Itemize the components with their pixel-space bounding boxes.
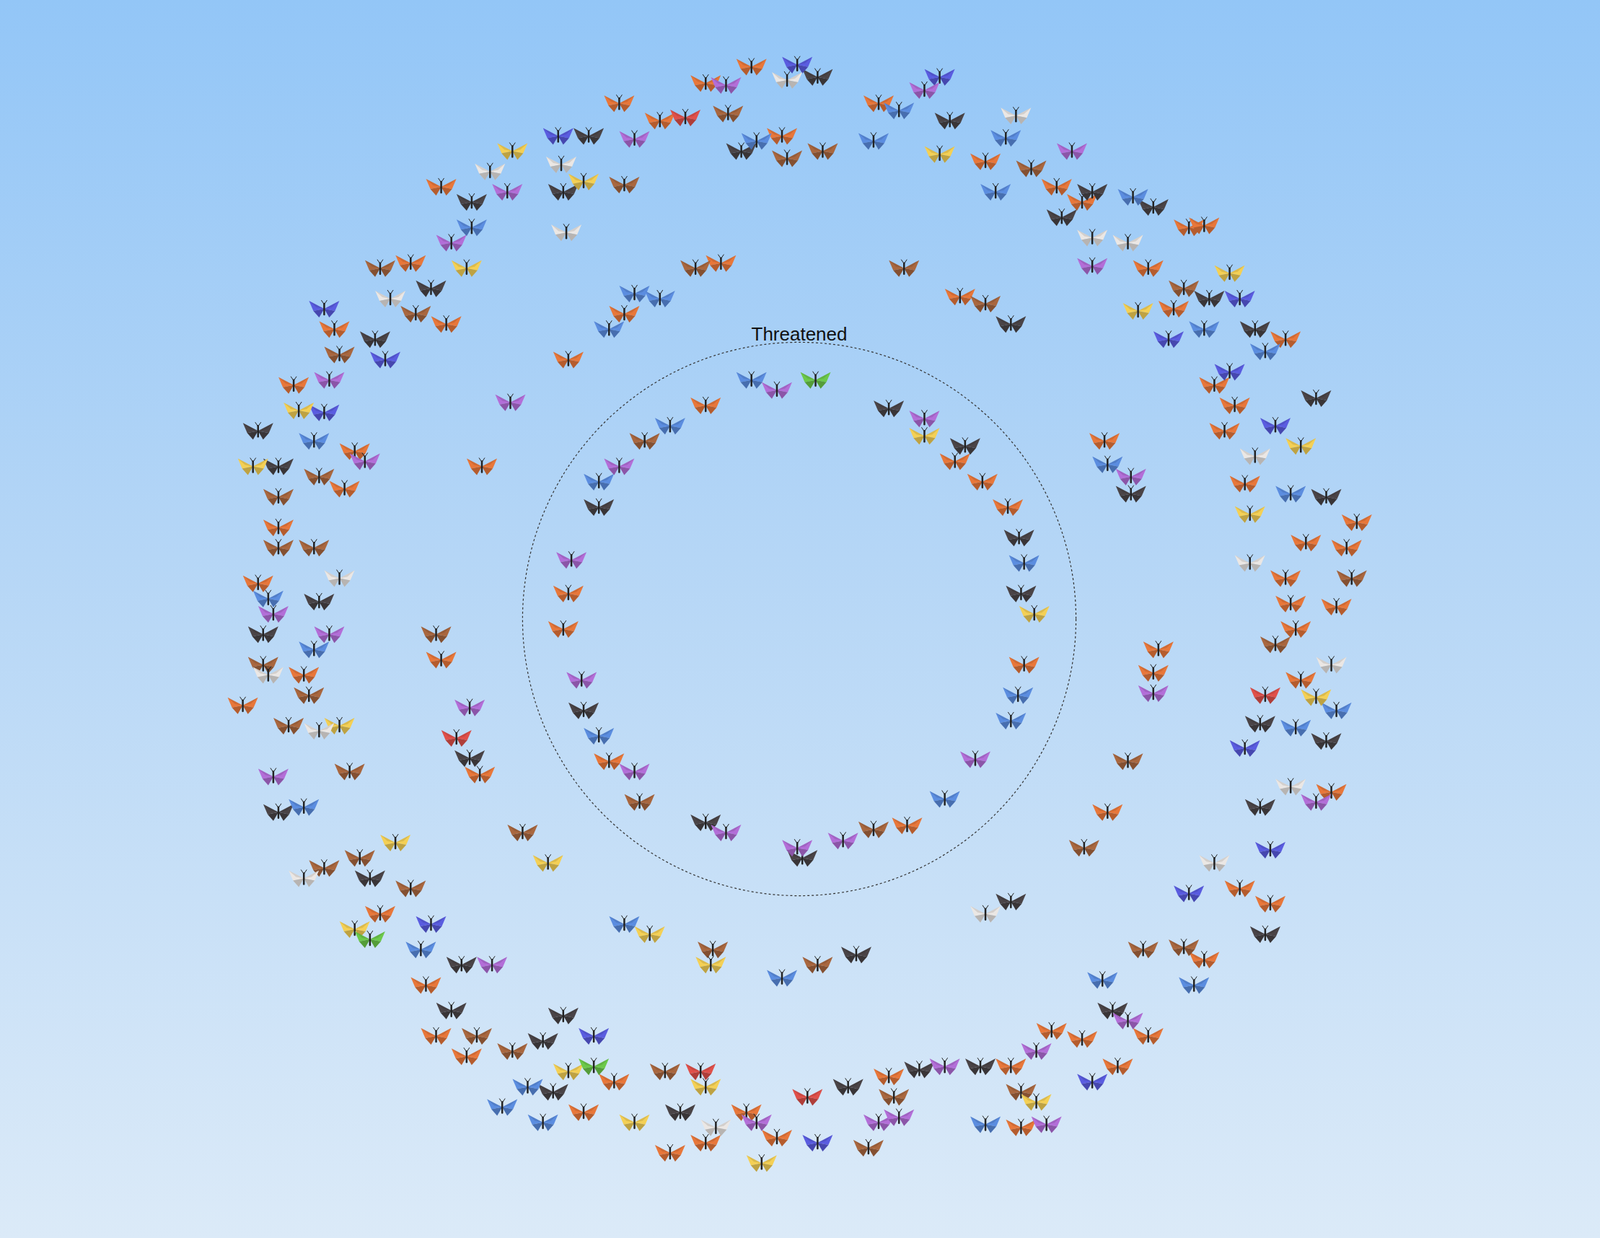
- svg-text:Threatened: Threatened: [751, 323, 848, 345]
